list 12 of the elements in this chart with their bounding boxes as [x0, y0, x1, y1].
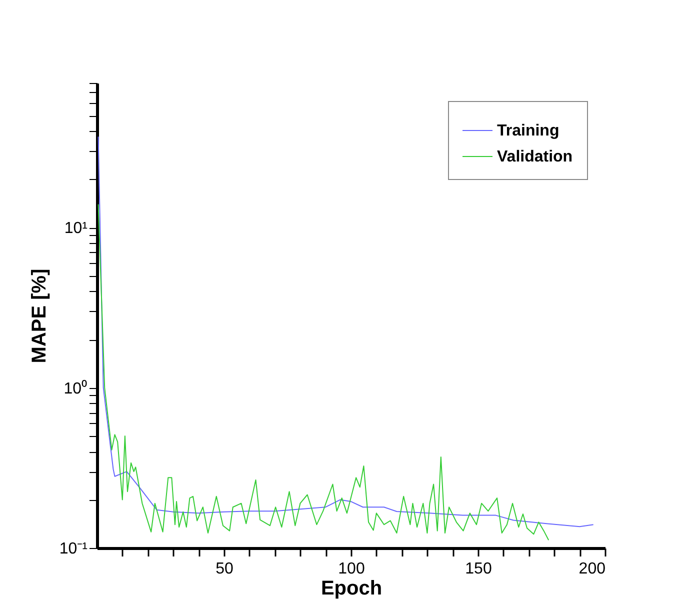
- x-tick-label: 200: [578, 560, 606, 578]
- x-axis-title: Epoch: [320, 578, 382, 600]
- x-tick-label: 150: [465, 560, 492, 578]
- legend-label: Validation: [497, 148, 573, 166]
- legend-label: Training: [497, 122, 560, 140]
- y-tick-label: 10¹: [64, 220, 88, 238]
- x-tick-label: 50: [216, 560, 234, 578]
- y-tick-label: 10⁰: [64, 379, 88, 398]
- y-tick-label: 10⁻¹: [59, 540, 88, 558]
- y-axis-title: MAPE [%]: [28, 268, 50, 364]
- x-tick-label: 100: [338, 560, 365, 578]
- line-series: [98, 204, 550, 541]
